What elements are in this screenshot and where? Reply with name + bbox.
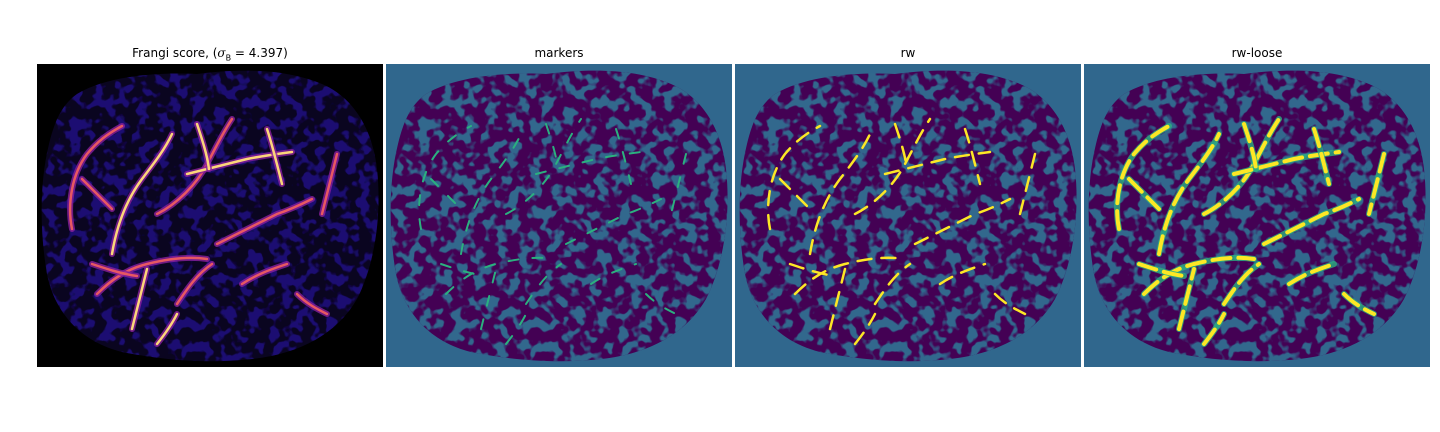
vessel-segment [95, 256, 209, 296]
frangi-title-sigma: σ [217, 46, 226, 60]
rw-loose-image [1084, 64, 1430, 367]
vessel-segment [505, 118, 582, 215]
mesh-texture [1088, 70, 1426, 362]
vessel-segment [645, 293, 677, 315]
markers-panel-title: markers [534, 46, 584, 60]
vessel-segment [938, 262, 987, 286]
vessel-segment [240, 262, 289, 286]
vessel-segment [68, 124, 124, 231]
vessel-segment [1287, 262, 1336, 286]
vessel-segment [1018, 152, 1037, 216]
vessel-segment [963, 127, 982, 186]
vessel-segment [215, 197, 314, 246]
vessel-segment [1367, 152, 1386, 216]
rw-image [735, 64, 1081, 367]
vessel-segment [110, 132, 174, 256]
vessel-segment [1157, 132, 1221, 256]
vessel-segment [893, 122, 909, 171]
vessel-segment [195, 122, 211, 171]
vessel-segment [1232, 150, 1341, 176]
vessel-segment [295, 292, 329, 316]
markers-image [386, 64, 732, 367]
vessel-segment [505, 313, 527, 345]
vessel-segment [853, 312, 877, 346]
vessel-segment [828, 267, 847, 331]
frangi-panel-title: Frangi score, (σB = 4.397) [37, 45, 383, 63]
vessel-segment [766, 124, 822, 231]
mesh-texture [390, 70, 728, 362]
vessel-segment [90, 262, 139, 278]
vessel-segment [460, 133, 522, 255]
vessel-segment [1262, 197, 1361, 246]
rw-panel-title: rw [900, 46, 916, 60]
vessel-segment [480, 268, 497, 330]
vessel-segment [1312, 127, 1331, 186]
vessel-segment [670, 153, 687, 215]
frangi-score-image [37, 64, 383, 367]
vessel-segment [788, 262, 837, 278]
frangi-title-prefix: Frangi score, ( [132, 46, 218, 60]
frangi-title-sub: B [225, 53, 232, 63]
vessel-segment [778, 177, 812, 211]
vessel-segment [793, 256, 907, 296]
vessel-segment [853, 117, 932, 216]
vessel-segment [873, 262, 912, 306]
vessel-segment [185, 150, 294, 176]
rw-loose-panel-title: rw-loose [1231, 46, 1283, 60]
vessel-segment [590, 263, 637, 285]
vessel-segment [1137, 262, 1186, 278]
vessel-segment [993, 292, 1027, 316]
vessel-segment [418, 125, 472, 230]
mesh-texture [739, 70, 1077, 362]
vessel-segment [445, 256, 557, 295]
frangi-title-suffix: = 4.397) [231, 46, 288, 60]
vessel-segment [545, 123, 559, 170]
vessel-segment [1177, 267, 1196, 331]
vessel-segment [130, 267, 149, 331]
vessel-segment [265, 127, 284, 186]
vessel-segment [883, 150, 992, 176]
vessel-segment [808, 132, 872, 256]
mesh-texture [41, 70, 379, 362]
vessel-segment [615, 128, 632, 185]
vessel-segment [1222, 262, 1261, 306]
vessel-segment [1115, 124, 1171, 231]
vessel-segment [440, 263, 487, 277]
vessel-segment [320, 152, 339, 216]
vessel-segment [1242, 122, 1258, 171]
vessel-segment [175, 262, 214, 306]
vessel-segment [430, 178, 462, 210]
vessel-segment [1127, 177, 1161, 211]
vessel-segment [80, 177, 114, 211]
vessel-segment [155, 312, 179, 346]
vessel-segment [1202, 312, 1226, 346]
vessel-segment [1142, 255, 1256, 296]
vessel-segment [525, 263, 562, 305]
vessel-segment [1342, 292, 1376, 316]
